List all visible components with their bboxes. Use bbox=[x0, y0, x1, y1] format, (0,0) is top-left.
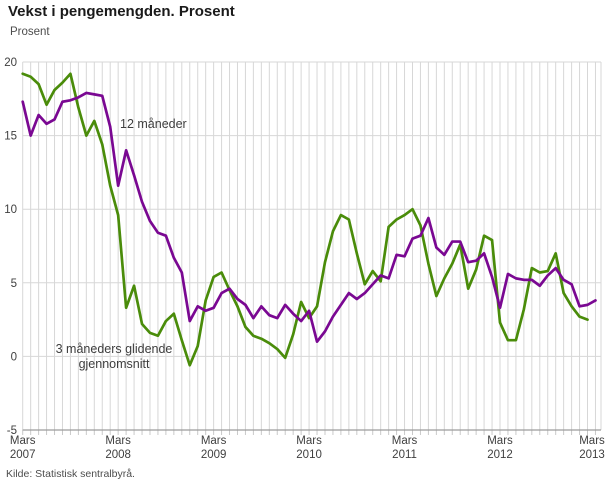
y-axis-tick-label: 15 bbox=[4, 131, 17, 143]
series-label-12-months: 12 måneder bbox=[120, 117, 187, 131]
series-line-3-month-average bbox=[21, 72, 589, 367]
x-axis-tick-label: Mars 2010 bbox=[296, 435, 322, 461]
series-label-3-month-average: 3 måneders glidende gjennomsnitt bbox=[42, 342, 186, 372]
y-axis-unit-label: Prosent bbox=[10, 26, 50, 38]
y-axis-tick-label: 0 bbox=[11, 351, 17, 363]
series-label-3-month-line2: gjennomsnitt bbox=[78, 357, 150, 371]
x-axis-tick-label: Mars 2011 bbox=[392, 435, 418, 461]
x-axis-tick-label: Mars 2007 bbox=[10, 435, 36, 461]
x-axis-tick-label: Mars 2008 bbox=[105, 435, 131, 461]
y-axis-tick-label: 10 bbox=[4, 204, 17, 216]
x-axis-tick-label: Mars 2009 bbox=[201, 435, 227, 461]
y-axis-tick-label: -5 bbox=[7, 425, 17, 437]
series-line-12-months bbox=[21, 91, 597, 344]
x-axis-tick-label: Mars 2013 bbox=[579, 435, 605, 461]
x-axis-tick-label: Mars 2012 bbox=[487, 435, 513, 461]
series-label-3-month-line1: 3 måneders glidende bbox=[55, 342, 173, 356]
page-title: Vekst i pengemengden. Prosent bbox=[8, 3, 235, 20]
y-axis-tick-label: 5 bbox=[11, 278, 17, 290]
y-axis-tick-label: 20 bbox=[4, 57, 17, 69]
source-credit: Kilde: Statistisk sentralbyrå. bbox=[6, 468, 135, 480]
